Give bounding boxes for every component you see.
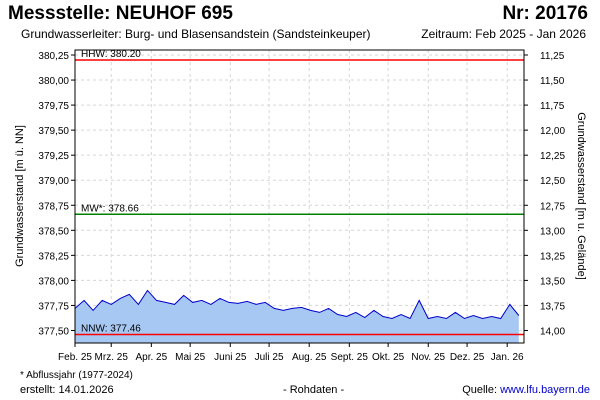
y-tick-label: 380,25 — [38, 51, 69, 62]
y-tick-label-right: 11,75 — [540, 101, 565, 112]
series-line — [74, 289, 520, 320]
aquifer-label: Grundwasserleiter: Burg- und Blasensands… — [21, 27, 371, 41]
y-tick-label: 377,50 — [38, 326, 69, 337]
y-tick-label: 379,75 — [38, 101, 69, 112]
y-axis-label-left: Grundwasserstand [m ü. NN] — [14, 125, 26, 267]
x-tick-label: Mrz. 25 — [95, 352, 129, 363]
reference-line-label: MW*: 378.66 — [81, 203, 139, 214]
station-title: Messstelle: NEUHOF 695 — [8, 3, 233, 24]
y-tick-label-right: 12,50 — [540, 176, 565, 187]
y-tick-label-right: 11,50 — [540, 76, 565, 87]
y-tick-label-right: 13,25 — [540, 251, 565, 262]
y-tick-label-right: 12,75 — [540, 201, 565, 212]
x-tick-label: Okt. 25 — [372, 352, 405, 363]
y-tick-label: 380,00 — [38, 76, 69, 87]
x-tick-label: Apr. 25 — [135, 352, 167, 363]
y-tick-label-right: 12,00 — [540, 126, 565, 137]
grid — [74, 50, 524, 343]
period-label: Zeitraum: Feb 2025 - Jan 2026 — [421, 27, 586, 41]
y-tick-label: 379,50 — [38, 126, 69, 137]
source-prefix: Quelle: — [462, 384, 501, 396]
x-tick-label: Mai 25 — [175, 352, 205, 363]
y-tick-label: 378,75 — [38, 201, 69, 212]
source-link[interactable]: www.lfu.bayern.de — [500, 384, 590, 396]
reference-line-label: NNW: 377.46 — [81, 323, 141, 334]
source-label: Quelle: www.lfu.bayern.de — [462, 384, 590, 396]
y-tick-label-right: 14,00 — [540, 326, 565, 337]
series-fill — [75, 290, 519, 343]
created-date: erstellt: 14.01.2026 — [20, 384, 114, 396]
y-tick-label-right: 13,00 — [540, 226, 565, 237]
raw-data-label: - Rohdaten - — [283, 384, 345, 396]
x-tick-label: Aug. 25 — [292, 352, 327, 363]
reference-line-label: HHW: 380.20 — [81, 49, 141, 60]
y-tick-label: 377,75 — [38, 301, 69, 312]
x-tick-label: Feb. 25 — [58, 352, 92, 363]
y-tick-label: 379,00 — [38, 176, 69, 187]
y-tick-label: 379,25 — [38, 151, 69, 162]
x-tick-label: Nov. 25 — [411, 352, 445, 363]
x-axis: Feb. 25 Mrz. 25 Apr. 25 Mai 25 Juni 25 Juli 2… — [58, 343, 524, 363]
y-tick-label-right: 13,50 — [540, 276, 565, 287]
y-axis-label-right: Grundwasserstand [m u. Gelände] — [575, 112, 587, 280]
series-area — [74, 289, 520, 343]
x-tick-label: Dez. 25 — [450, 352, 485, 363]
y-axis-right: 14,00 13,75 13,50 13,25 13,00 12,75 12,50 12,25… — [524, 51, 565, 337]
y-tick-label: 378,00 — [38, 276, 69, 287]
station-number: Nr: 20176 — [502, 3, 588, 24]
x-tick-label: Juni 25 — [214, 352, 247, 363]
y-axis-left: 377,50 377,75 378,00 378,25 378,50 378,75 379,… — [38, 51, 75, 337]
reference-lines: HHW: 380.20 MW*: 378.66 NNW: 377.46 — [75, 49, 524, 336]
x-tick-label: Sept. 25 — [331, 352, 369, 363]
footnote: * Abflussjahr (1977-2024) — [20, 370, 133, 381]
y-tick-label: 378,50 — [38, 226, 69, 237]
y-tick-label-right: 13,75 — [540, 301, 565, 312]
y-tick-label: 378,25 — [38, 251, 69, 262]
y-tick-label-right: 12,25 — [540, 151, 565, 162]
plot-frame — [74, 49, 525, 344]
x-tick-label: Juli 25 — [255, 352, 284, 363]
y-tick-label-right: 11,25 — [540, 51, 565, 62]
x-tick-label: Jan. 26 — [491, 352, 524, 363]
